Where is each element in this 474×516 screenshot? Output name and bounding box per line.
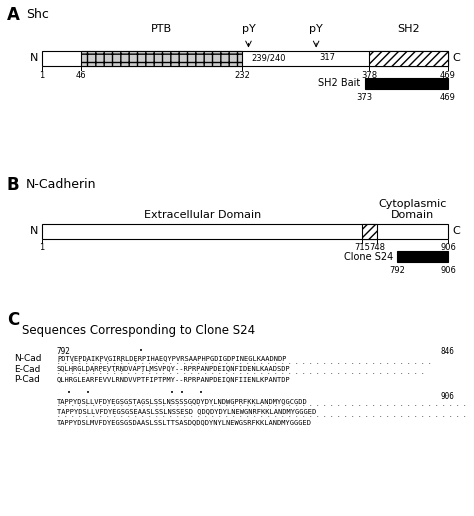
Text: •: •: [86, 390, 90, 396]
Text: : . : : : . : : . : . : . . . . . . . . . . . . . . . . . . . . . . . . . . . . : : . : : : . : : . : . : . . . . . . . . …: [57, 360, 431, 365]
Text: C: C: [452, 226, 460, 236]
Text: TAPPYDSLMVFDYEGSGSDAASLSSLTTSASDQDQDYNYLNEWGSRFKKLANDMYGGGED: TAPPYDSLMVFDYEGSGSDAASLSSLTTSASDQDQDYNYL…: [57, 419, 312, 425]
Text: B: B: [7, 176, 19, 194]
Text: PDTVEPDAIKPVGIRRLDERPIHAEQYPVRSAAPHPGDIGDPINEGLKAADNDP: PDTVEPDAIKPVGIRRLDERPIHAEQYPVRSAAPHPGDIG…: [57, 355, 286, 361]
Text: •: •: [67, 390, 72, 396]
Text: 1: 1: [39, 244, 45, 252]
Bar: [42, 51, 448, 66]
Text: •: •: [180, 390, 184, 396]
Bar: [362, 223, 377, 238]
Text: 906: 906: [440, 266, 456, 275]
Text: Shc: Shc: [26, 8, 49, 21]
Bar: [397, 251, 448, 262]
Text: pY: pY: [242, 24, 255, 35]
Text: Extracellular Domain: Extracellular Domain: [144, 211, 261, 220]
Text: PTB: PTB: [151, 24, 172, 35]
Text: 378: 378: [361, 71, 377, 79]
Text: TAPPYDSLLVFDYEGSGSEAASLSSLNSSESD QDQDYDYLNEWGNRFKKLANDMYGGGED: TAPPYDSLLVFDYEGSGSEAASLSSLNSSESD QDQDYDY…: [57, 408, 316, 414]
Text: 373: 373: [356, 93, 373, 102]
Text: 906: 906: [440, 392, 454, 401]
Text: SQLHRGLDARPEVTRNDVAPTLMSVPQY--RPRPANPDEIQNFIDENLKAADSDP: SQLHRGLDARPEVTRNDVAPTLMSVPQY--RPRPANPDEI…: [57, 365, 291, 372]
Text: 317: 317: [319, 54, 335, 62]
Text: . . . . . . . . . . . . . . . . . . . . . . . . . . . . . . . . . . . . . . . . : . . . . . . . . . . . . . . . . . . . . …: [57, 413, 466, 418]
Text: C: C: [452, 53, 460, 63]
Text: Sequences Corresponding to Clone S24: Sequences Corresponding to Clone S24: [22, 324, 255, 337]
Bar: [369, 51, 448, 66]
Text: 469: 469: [440, 71, 456, 79]
Text: N-Cadherin: N-Cadherin: [26, 178, 97, 191]
Text: N: N: [29, 226, 38, 236]
Text: 792: 792: [389, 266, 405, 275]
Text: •: •: [199, 390, 202, 396]
Text: . . . . . . . . . . . . . . . . . . . . . . . . . . . . . . . . . . . . . . . . : . . . . . . . . . . . . . . . . . . . . …: [57, 402, 466, 408]
Text: 239/240: 239/240: [252, 54, 286, 62]
Text: 232: 232: [235, 71, 250, 79]
Text: TAPPYDSLLVFDYEGSGSTAGSLSSLNSSSSGQDYDYLNDWGPRFKKLANDMYQGCGDD: TAPPYDSLLVFDYEGSGSTAGSLSSLNSSSSGQDYDYLND…: [57, 398, 308, 404]
Text: 748: 748: [369, 244, 385, 252]
Text: 906: 906: [440, 244, 456, 252]
Text: P-Cad: P-Cad: [14, 375, 40, 384]
Text: SH2: SH2: [397, 24, 420, 35]
Text: 469: 469: [440, 93, 456, 102]
Text: 46: 46: [76, 71, 86, 79]
Text: Cytoplasmic
Domain: Cytoplasmic Domain: [378, 199, 447, 220]
Bar: [365, 78, 448, 89]
Text: 715: 715: [355, 244, 370, 252]
Text: N: N: [29, 53, 38, 63]
Text: 846: 846: [440, 347, 454, 356]
Bar: [42, 223, 448, 238]
Text: •: •: [139, 348, 143, 354]
Text: Clone S24: Clone S24: [344, 251, 393, 262]
Text: 792: 792: [57, 347, 71, 356]
Text: . . : . : : : : : : . . : : . . . . . . . . . . . . . . . . . . . . . . . . . . : . . : . : : : : : : . . : : . . . . . . …: [57, 370, 425, 375]
Text: •: •: [171, 390, 174, 396]
Text: A: A: [7, 6, 20, 24]
Text: 1: 1: [39, 71, 45, 79]
Text: SH2 Bait: SH2 Bait: [319, 78, 361, 89]
Text: QLHRGLEARFEVVLRNDVVPTFIPTPMY--RPRPANPDEIQNFIIENLKPANTDP: QLHRGLEARFEVVLRNDVVPTFIPTPMY--RPRPANPDEI…: [57, 376, 291, 382]
Bar: [81, 51, 242, 66]
Text: pY: pY: [309, 24, 323, 35]
Text: N-Cad: N-Cad: [14, 354, 42, 363]
Text: E-Cad: E-Cad: [14, 364, 40, 374]
Text: C: C: [7, 311, 19, 329]
